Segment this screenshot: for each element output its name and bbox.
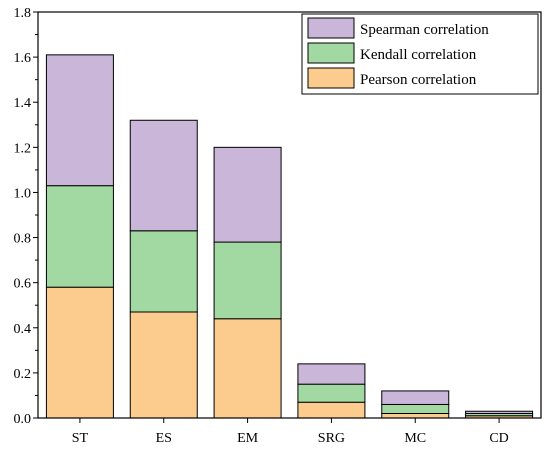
bar-cd-series-2	[465, 410, 534, 414]
legend-swatch	[307, 17, 355, 39]
x-tick-label: SRG	[318, 431, 345, 446]
bar-st-series-2	[45, 54, 114, 187]
legend-swatch	[307, 42, 355, 64]
y-tick-label: 0.0	[14, 412, 32, 427]
bar-mc-series-1	[381, 403, 450, 414]
x-tick-label: MC	[404, 431, 426, 446]
y-tick-label: 1.6	[14, 51, 32, 66]
y-tick-label: 1.8	[14, 6, 32, 21]
bar-em-series-2	[213, 146, 282, 243]
bar-em-series-1	[213, 241, 282, 320]
bars-layer	[45, 54, 534, 419]
bar-em-series-0	[213, 318, 282, 419]
bar-srg-series-0	[297, 401, 366, 419]
bar-st-series-0	[45, 286, 114, 419]
y-tick-label: 1.4	[14, 96, 32, 111]
x-tick-label: ST	[72, 431, 89, 446]
bar-es-series-0	[129, 311, 198, 419]
bar-mc-series-2	[381, 390, 450, 405]
plot-frame	[37, 11, 542, 419]
y-tick-label: 1.2	[14, 141, 32, 156]
legend-label: Spearman correlation	[360, 22, 489, 38]
y-tick-label: 0.2	[14, 367, 32, 382]
bar-mc-series-0	[381, 412, 450, 419]
legend-swatch	[307, 67, 355, 89]
x-tick-label: ES	[156, 431, 172, 446]
y-tick-label: 0.4	[14, 322, 32, 337]
legend-label: Pearson correlation	[360, 72, 477, 88]
bar-es-series-2	[129, 119, 198, 232]
bar-srg-series-1	[297, 383, 366, 403]
y-tick-label: 0.6	[14, 277, 32, 292]
legend-label: Kendall correlation	[360, 47, 477, 63]
axes-layer: ST ES EM SRG MC CD 0.0 0.2 0.4 0.6 0.8 1.0 1.2 1.4 1.6…	[14, 6, 542, 446]
bar-st-series-1	[45, 185, 114, 288]
x-tick-label: CD	[489, 431, 508, 446]
bar-srg-series-2	[297, 363, 366, 385]
legend: Spearman correlation Kendall correlation P…	[301, 13, 539, 95]
x-tick-label: EM	[237, 431, 259, 446]
y-tick-label: 0.8	[14, 232, 32, 247]
y-tick-label: 1.0	[14, 186, 32, 201]
bar-es-series-1	[129, 230, 198, 313]
